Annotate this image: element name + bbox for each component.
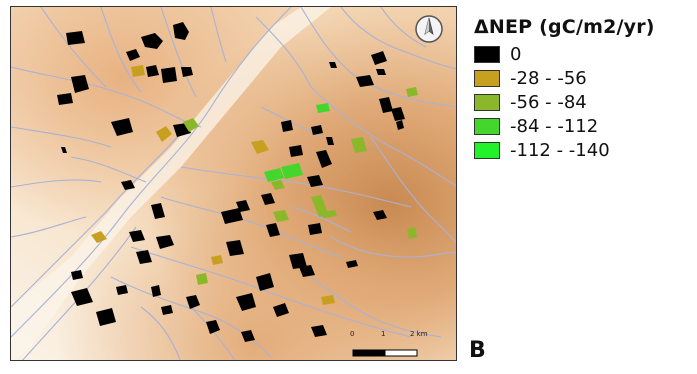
parcel [156, 126, 172, 142]
parcel [316, 103, 330, 113]
parcel [264, 168, 284, 182]
parcel [206, 320, 220, 334]
scale-tick-2: 2 km [410, 330, 428, 338]
parcel [96, 308, 116, 326]
parcel [251, 140, 269, 154]
parcel [71, 75, 89, 93]
parcel [121, 180, 135, 190]
parcel [116, 285, 128, 295]
parcel [281, 120, 293, 132]
valley-floor [11, 7, 331, 360]
legend-label: -112 - -140 [510, 139, 610, 161]
parcel [371, 51, 387, 65]
parcel [221, 208, 243, 224]
parcel [131, 65, 145, 77]
parcel [161, 305, 173, 315]
legend-item: -112 - -140 [474, 138, 694, 162]
parcel [299, 265, 315, 277]
scale-segment-1 [352, 349, 386, 357]
parcel [321, 210, 337, 218]
parcel [379, 97, 393, 113]
parcel [273, 303, 289, 317]
panel-label: B [469, 338, 486, 363]
parcel [308, 223, 322, 235]
legend-swatch [474, 117, 500, 135]
parcel [151, 285, 161, 297]
parcel [57, 93, 73, 105]
legend-title: ΔNEP (gC/m2/yr) [474, 16, 655, 38]
parcel [351, 137, 367, 153]
parcel [236, 293, 256, 311]
parcel [186, 295, 200, 309]
legend-item: -28 - -56 [474, 66, 694, 90]
parcel [289, 145, 303, 157]
parcel [261, 193, 275, 205]
parcel [156, 235, 174, 249]
legend-swatch [474, 45, 500, 63]
parcel [146, 65, 159, 77]
parcel [271, 180, 285, 190]
legend-item: -84 - -112 [474, 114, 694, 138]
legend-label: -56 - -84 [510, 91, 587, 113]
parcel [61, 147, 67, 153]
parcel [307, 175, 323, 187]
map-frame [10, 6, 457, 361]
parcel [161, 67, 177, 83]
parcel [211, 255, 223, 265]
legend-label: 0 [510, 43, 522, 65]
legend-label: -28 - -56 [510, 67, 587, 89]
scale-tick-0: 0 [350, 330, 355, 338]
parcel [111, 118, 133, 136]
parcel [396, 120, 404, 130]
parcel [376, 69, 386, 75]
legend-swatch [474, 93, 500, 111]
parcel [196, 273, 208, 285]
parcels-layer [57, 22, 418, 342]
parcel [391, 107, 405, 121]
parcel [273, 210, 289, 222]
parcel [66, 31, 85, 45]
parcel [346, 260, 358, 268]
parcel [329, 62, 337, 68]
parcel [226, 240, 244, 256]
parcel [136, 250, 152, 264]
parcel [289, 253, 307, 269]
scale-segment-2 [384, 349, 418, 357]
scale-tick-1: 1 [381, 330, 386, 338]
parcel [281, 163, 303, 179]
parcel [266, 223, 280, 237]
scale-bar: 0 1 2 km [350, 330, 450, 360]
parcel [316, 150, 332, 168]
parcel [141, 33, 163, 49]
parcel [321, 295, 335, 305]
parcel [256, 273, 274, 291]
parcel [311, 325, 327, 337]
parcel [71, 288, 93, 306]
parcel [151, 203, 165, 219]
terrain-map [11, 7, 456, 360]
parcel [181, 67, 193, 77]
parcel [126, 49, 140, 61]
parcel [91, 231, 107, 243]
legend: ΔNEP (gC/m2/yr) 0 -28 - -56 -56 - -84 -8… [474, 16, 694, 162]
parcel [241, 330, 255, 342]
parcel [373, 210, 387, 220]
terrain-relief-south [11, 7, 456, 360]
parcel [407, 227, 417, 239]
parcel [71, 270, 83, 280]
parcel [356, 75, 374, 87]
legend-item: -56 - -84 [474, 90, 694, 114]
parcel [406, 87, 418, 97]
north-arrow-icon [414, 14, 444, 44]
parcel [129, 230, 145, 242]
parcel [183, 118, 199, 132]
legend-label: -84 - -112 [510, 115, 599, 137]
legend-swatch [474, 69, 500, 87]
parcel [311, 125, 323, 135]
legend-swatch [474, 141, 500, 159]
parcel [173, 22, 189, 40]
legend-item: 0 [474, 42, 694, 66]
parcel [326, 137, 334, 145]
parcel [236, 200, 250, 212]
